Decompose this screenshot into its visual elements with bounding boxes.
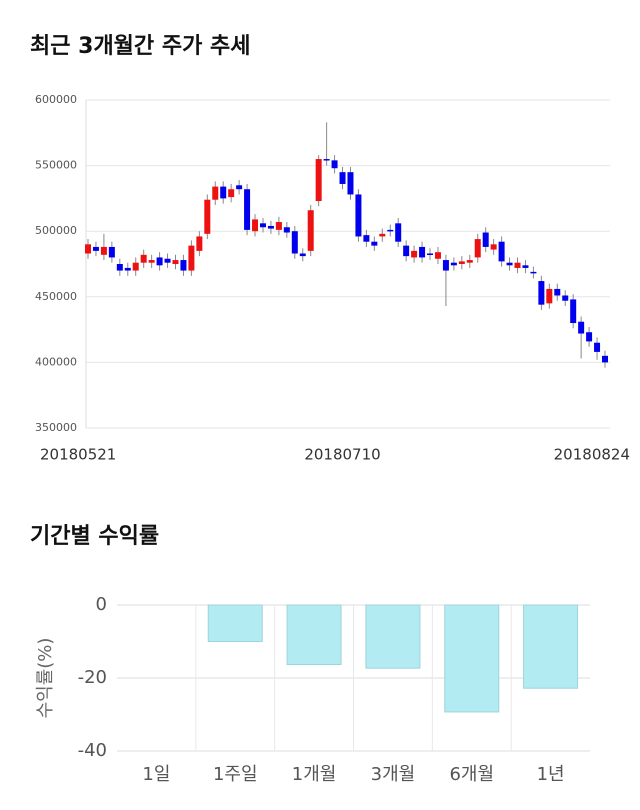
candle-body [244,189,251,230]
candle-body [228,189,235,198]
candle-body [108,246,115,258]
candle-body [220,186,227,199]
y-tick-label: 0 [96,594,107,615]
candle-body [252,219,259,232]
x-tick-label: 1주일 [213,764,258,785]
candle-body [188,245,195,271]
x-tick-label: 20180710 [304,446,380,464]
candle-body [347,172,354,195]
candle-body [546,288,553,304]
candle-body [140,254,147,263]
bar [444,604,500,713]
candle-body [514,262,521,268]
candle-body [204,199,211,234]
bar [286,604,342,665]
candle-body [164,258,171,263]
candle-body [490,244,497,250]
candle-body [291,231,298,254]
candle-body [594,342,601,352]
candle-body [530,271,537,274]
y-tick-label: 400000 [35,355,77,368]
candle-body [92,246,99,251]
x-tick-label: 1년 [537,764,565,785]
x-tick-label: 20180824 [554,446,630,464]
candle-body [283,227,290,233]
candle-body [466,260,473,263]
y-tick-label: 550000 [35,159,77,172]
candle-body [474,239,481,258]
chart-title: 최근 3개월간 주가 추세 [30,34,250,59]
y-tick-label: 350000 [35,421,77,434]
candle-body [100,246,107,255]
candle-body [434,252,441,259]
x-tick-label: 1개월 [292,764,337,785]
bar [523,604,579,689]
x-tick-label: 20180521 [40,446,116,464]
y-tick-label: 450000 [35,290,77,303]
x-tick-label: 6개월 [449,764,494,785]
candle-body [267,225,274,229]
candle-body [578,321,585,334]
candle-body [482,232,489,247]
candle-body [411,250,418,258]
candle-body [586,332,593,342]
candle-body [450,262,457,266]
x-tick-label: 3개월 [371,764,416,785]
candle-body [538,281,545,305]
candle-body [419,246,426,258]
candle-body [498,241,505,262]
bar [365,604,421,669]
candle-body [442,260,449,271]
candle-body [570,299,577,324]
candle-body [315,159,322,202]
bar [207,604,263,642]
y-tick-label: 500000 [35,224,77,237]
candle-body [522,265,529,268]
candle-body [307,210,314,251]
candle-body [355,194,362,237]
candle-body [379,233,386,237]
candle-body [395,223,402,242]
y-axis-label: 수익률(%) [35,638,56,719]
candle-body [116,264,123,271]
candle-body [156,257,163,266]
candle-body [132,262,139,271]
candle-body [371,241,378,246]
candle-body [212,186,219,200]
candle-body [259,223,266,228]
candle-body [387,229,394,232]
y-tick-label: -40 [78,740,107,761]
candle-body [236,185,243,190]
candle-body [554,288,561,296]
candle-body [172,260,179,264]
candle-body [506,262,513,266]
candle-body [180,260,187,271]
candle-body [275,222,282,230]
y-tick-label: -20 [78,667,107,688]
chart-title: 기간별 수익률 [30,524,159,549]
candle-body [323,159,330,161]
candle-body [331,160,338,169]
candle-body [403,245,410,257]
candle-body [196,236,203,251]
candle-body [299,253,306,257]
candle-body [427,253,434,256]
x-tick-label: 1일 [142,764,170,785]
candle-body [339,172,346,184]
candle-body [124,267,131,271]
candle-body [363,235,370,242]
candle-body [602,355,608,363]
candle-body [562,295,569,301]
y-tick-label: 600000 [35,93,77,106]
candle-body [85,244,91,254]
candle-body [148,260,155,263]
candle-body [458,261,465,264]
